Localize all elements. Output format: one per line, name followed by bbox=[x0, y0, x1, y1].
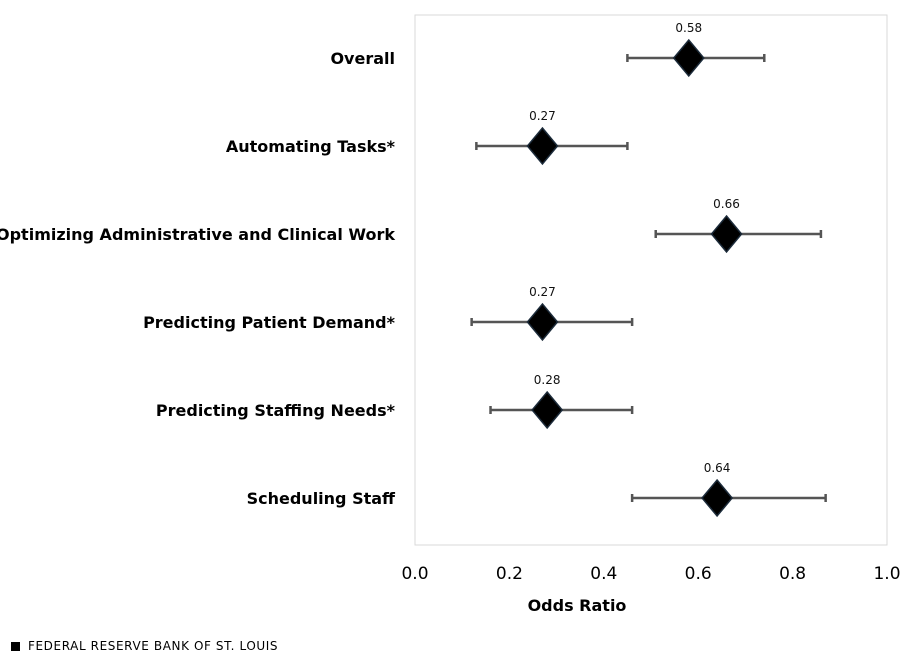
data-point-diamond bbox=[672, 38, 705, 78]
odds-ratio-chart: Overall Automating Tasks* Optimizing Admin… bbox=[0, 14, 901, 615]
source-note: FEDERAL RESERVE BANK OF ST. LOUIS bbox=[11, 639, 278, 653]
data-label: 0.27 bbox=[529, 285, 556, 299]
source-text: FEDERAL RESERVE BANK OF ST. LOUIS bbox=[28, 639, 279, 653]
data-label: 0.66 bbox=[713, 197, 740, 211]
data-label: 0.27 bbox=[529, 109, 556, 123]
data-point-diamond bbox=[526, 302, 559, 342]
data-labels: 0.58 0.27 0.66 0.27 0.28 0.64 bbox=[529, 21, 740, 475]
category-label: Scheduling Staff bbox=[247, 489, 396, 508]
category-label: Overall bbox=[330, 49, 395, 68]
category-label: Automating Tasks* bbox=[226, 137, 396, 156]
category-label: Optimizing Administrative and Clinical W… bbox=[0, 225, 395, 244]
source-square-icon bbox=[11, 641, 20, 651]
data-label: 0.58 bbox=[675, 21, 702, 35]
x-tick-labels: 0.0 0.2 0.4 0.6 0.8 1.0 bbox=[401, 564, 900, 584]
x-tick-label: 0.6 bbox=[685, 564, 712, 584]
x-tick-label: 0.0 bbox=[401, 564, 428, 584]
category-label: Predicting Patient Demand* bbox=[143, 313, 396, 332]
plot-area bbox=[414, 14, 888, 546]
data-point-diamond bbox=[526, 126, 559, 166]
x-axis-title: Odds Ratio bbox=[528, 596, 627, 615]
data-label: 0.28 bbox=[534, 373, 561, 387]
x-tick-label: 0.8 bbox=[779, 564, 806, 584]
data-point-diamond bbox=[710, 214, 743, 254]
data-point-diamond bbox=[531, 390, 564, 430]
category-labels: Overall Automating Tasks* Optimizing Admin… bbox=[0, 49, 396, 508]
category-label: Predicting Staffing Needs* bbox=[156, 401, 396, 420]
x-tick-label: 0.4 bbox=[590, 564, 617, 584]
x-tick-label: 1.0 bbox=[873, 564, 900, 584]
x-tick-label: 0.2 bbox=[496, 564, 523, 584]
data-point-diamond bbox=[701, 478, 734, 518]
data-label: 0.64 bbox=[704, 461, 731, 475]
data-points bbox=[526, 38, 743, 518]
